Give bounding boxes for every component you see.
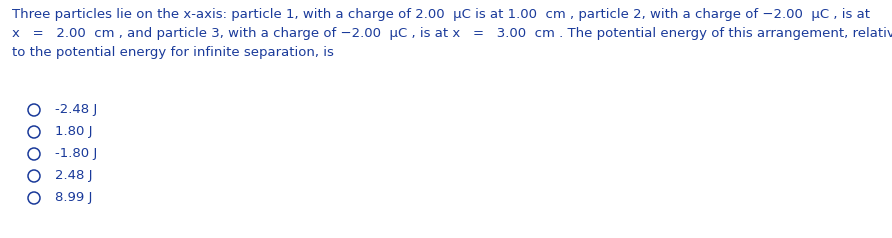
Text: 1.80 J: 1.80 J	[55, 125, 93, 139]
Text: 8.99 J: 8.99 J	[55, 192, 93, 204]
Text: -1.80 J: -1.80 J	[55, 148, 97, 160]
Text: Three particles lie on the x-axis: particle 1, with a charge of 2.00  μC is at 1: Three particles lie on the x-axis: parti…	[12, 8, 870, 21]
Text: 2.48 J: 2.48 J	[55, 169, 93, 183]
Text: to the potential energy for infinite separation, is: to the potential energy for infinite sep…	[12, 46, 334, 59]
Text: x   =   2.00  cm , and particle 3, with a charge of −2.00  μC , is at x   =   3.: x = 2.00 cm , and particle 3, with a cha…	[12, 27, 892, 40]
Text: -2.48 J: -2.48 J	[55, 104, 97, 116]
